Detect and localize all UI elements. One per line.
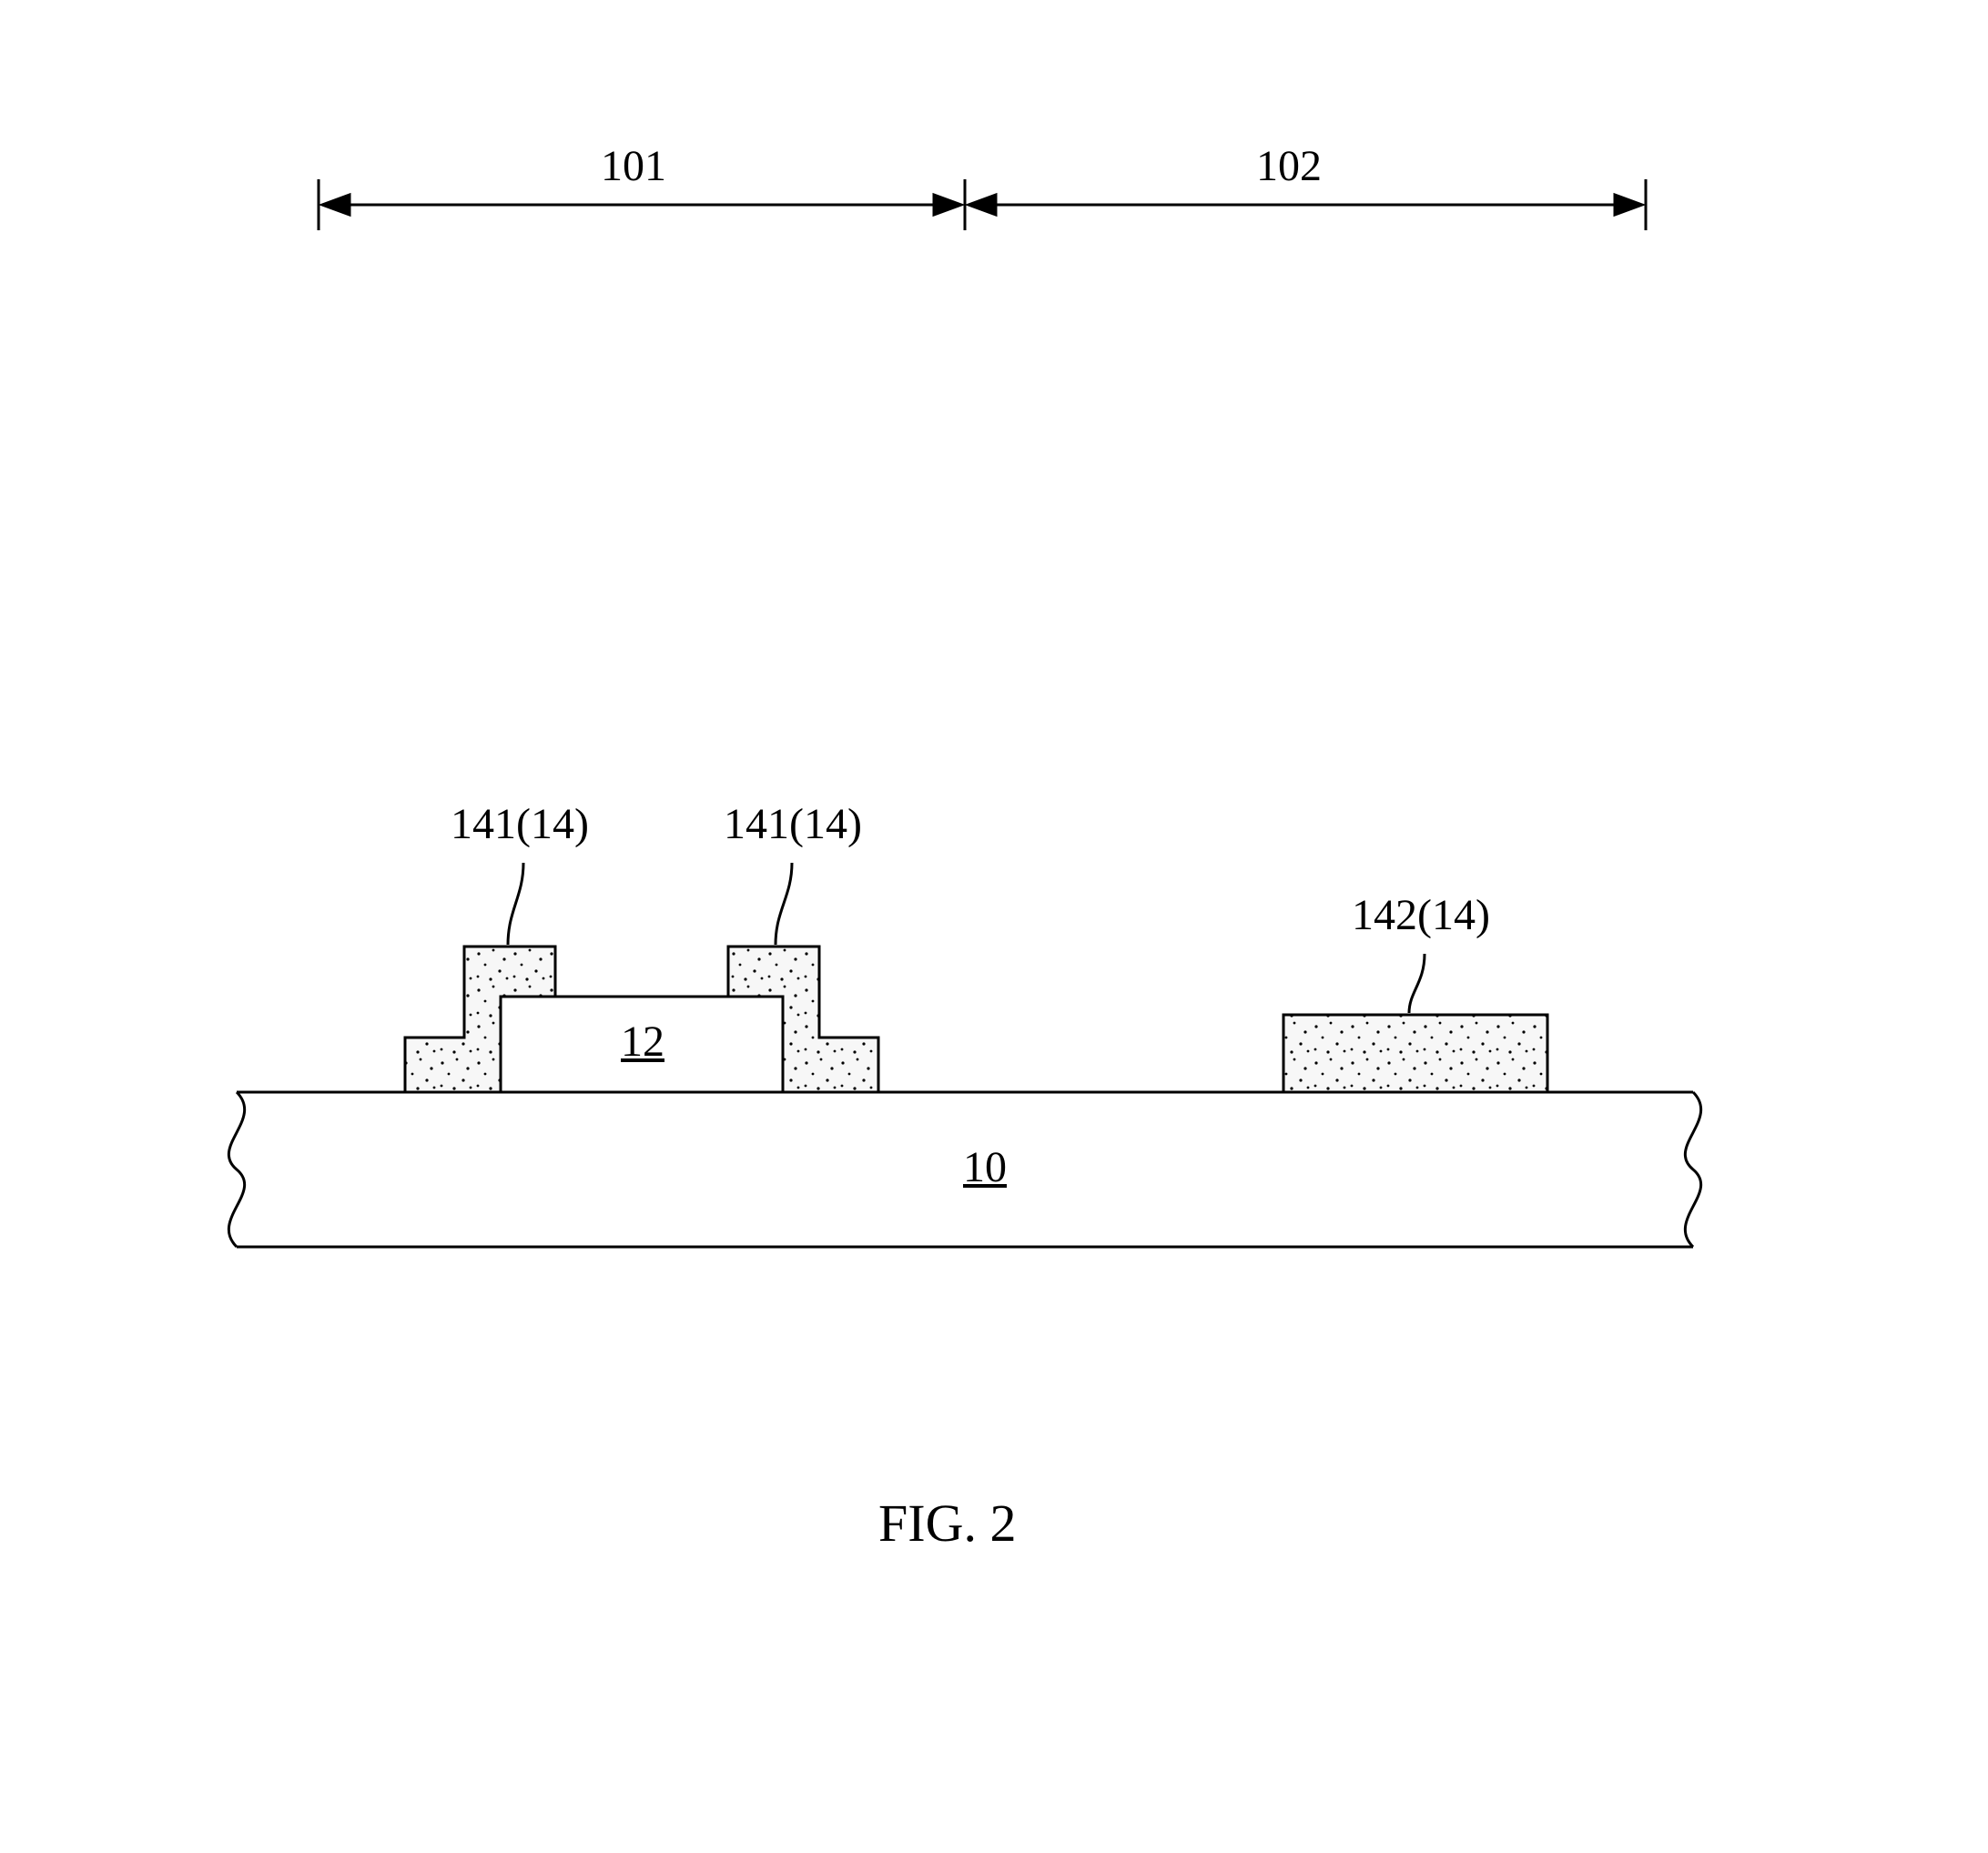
dim-label-101: 101 — [601, 141, 666, 191]
leader-lines — [508, 863, 1425, 1013]
feature-141-right — [728, 947, 878, 1092]
label-141-right: 141(14) — [724, 799, 862, 849]
feature-142 — [1283, 1015, 1547, 1092]
label-10: 10 — [963, 1142, 1007, 1192]
label-141-left: 141(14) — [451, 799, 589, 849]
label-12: 12 — [621, 1017, 664, 1067]
feature-141-left — [405, 947, 555, 1092]
label-142: 142(14) — [1352, 890, 1490, 940]
dimension-lines — [319, 179, 1646, 230]
dim-label-102: 102 — [1256, 141, 1322, 191]
figure-caption: FIG. 2 — [878, 1493, 1016, 1554]
